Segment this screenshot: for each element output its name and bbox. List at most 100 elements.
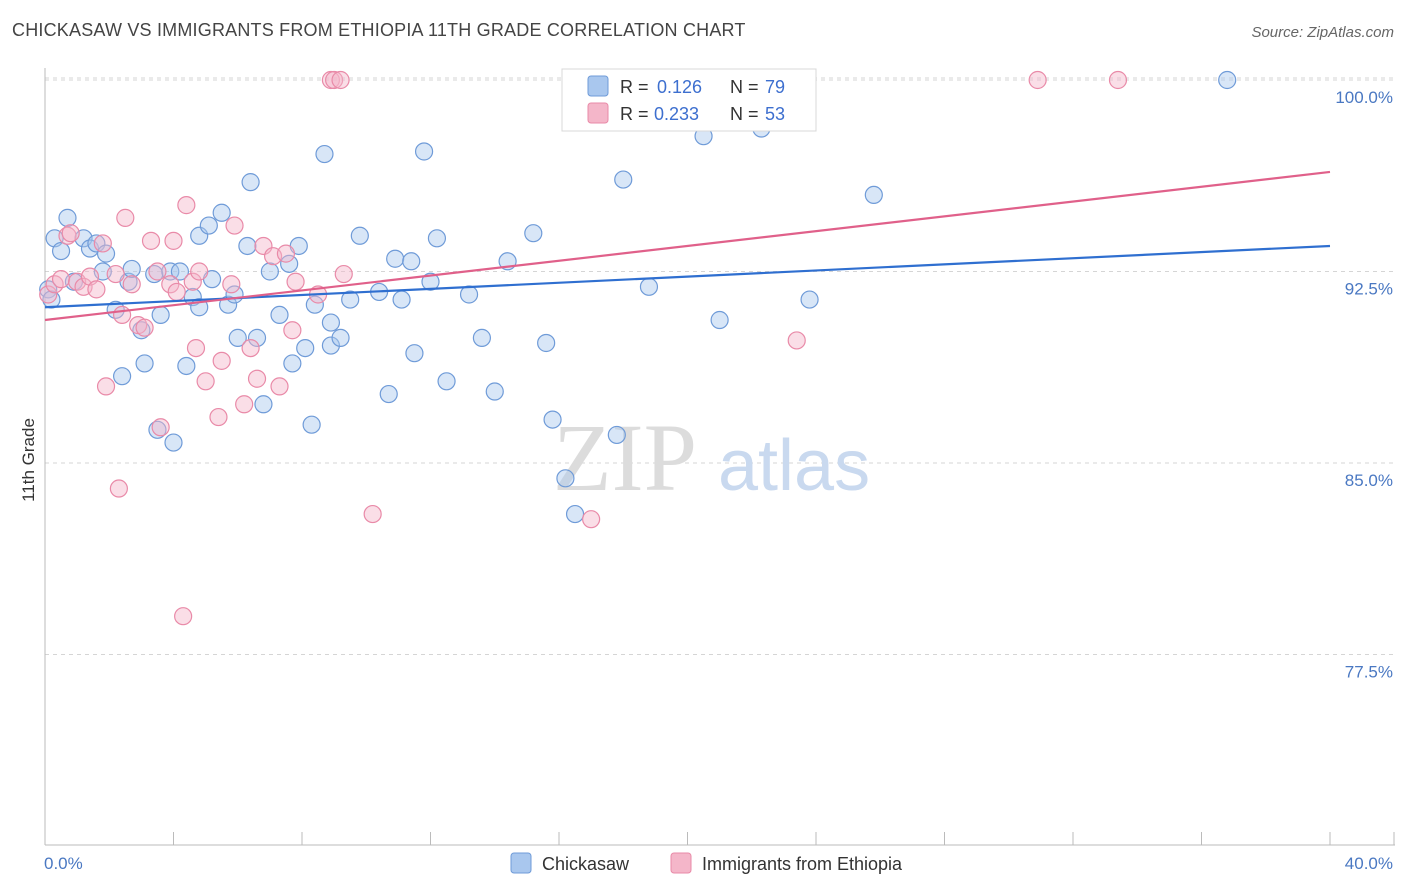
ethiopia-point	[58, 226, 77, 245]
chickasaw-point	[199, 216, 218, 235]
chickasaw-point	[331, 328, 350, 347]
ethiopia-points	[39, 70, 1128, 626]
chickasaw-point	[238, 236, 257, 256]
chickasaw-point	[379, 384, 398, 404]
watermark-atlas: atlas	[718, 426, 870, 506]
ethiopia-point	[331, 70, 350, 90]
bottom-legend-swatch-pink	[670, 852, 692, 874]
legend-swatch-pink	[587, 102, 609, 124]
ethiopia-point	[276, 244, 296, 263]
legend-n-label-1: N =	[730, 77, 759, 97]
chickasaw-point	[614, 170, 633, 189]
chickasaw-point	[402, 252, 421, 271]
gridlines	[45, 77, 1395, 655]
y-tick-label: 92.5%	[1345, 280, 1393, 299]
chickasaw-point	[350, 226, 369, 245]
ethiopia-point	[363, 504, 382, 524]
chickasaw-point	[414, 142, 434, 161]
ethiopia-point	[135, 318, 154, 337]
ethiopia-point	[787, 331, 806, 350]
y-axis-label: 11th Grade	[19, 418, 38, 502]
chickasaw-point	[421, 272, 440, 291]
bottom-legend-chickasaw: Chickasaw	[542, 854, 630, 874]
legend-n-value-1: 79	[765, 77, 785, 97]
ethiopia-point	[116, 208, 135, 227]
ethiopia-point	[283, 321, 302, 340]
chickasaw-point	[524, 224, 543, 243]
ethiopia-point	[225, 216, 244, 235]
chickasaw-point	[247, 328, 267, 347]
legend-r-label-1: R =	[620, 77, 649, 97]
chickasaw-point	[151, 305, 170, 325]
ethiopia-point	[141, 231, 161, 250]
legend-r-value-1: 0.126	[657, 77, 702, 97]
ethiopia-point	[222, 275, 241, 294]
chickasaw-point	[161, 262, 180, 281]
ethiopia-point	[112, 305, 132, 325]
chickasaw-point	[51, 241, 71, 261]
chickasaw-point	[164, 433, 183, 452]
ethiopia-point	[177, 196, 196, 215]
ethiopia-point	[96, 377, 116, 396]
bottom-legend: Chickasaw Immigrants from Ethiopia	[510, 852, 903, 874]
chickasaw-point	[864, 185, 883, 204]
ethiopia-point	[186, 339, 206, 358]
ethiopia-point	[61, 224, 80, 243]
ethiopia-point	[109, 479, 128, 498]
legend-box: R = 0.126 N = 79 R = 0.233 N = 53	[561, 68, 817, 132]
chickasaw-point	[58, 208, 77, 227]
ethiopia-point	[1108, 70, 1128, 90]
chickasaw-point	[96, 244, 116, 263]
chart-title: CHICKASAW VS IMMIGRANTS FROM ETHIOPIA 11…	[12, 20, 746, 40]
chickasaw-point	[341, 290, 360, 309]
y-tick-labels: 77.5% 85.0% 92.5% 100.0%	[1335, 88, 1393, 682]
ethiopia-point	[325, 70, 344, 90]
chickasaw-point	[302, 415, 321, 434]
ethiopia-point	[286, 272, 305, 291]
ethiopia-point	[167, 282, 186, 302]
ethiopia-point	[241, 339, 260, 358]
chickasaw-point	[260, 262, 279, 281]
legend-r-label-2: R =	[620, 104, 649, 124]
bottom-legend-ethiopia: Immigrants from Ethiopia	[702, 854, 903, 874]
chickasaw-point	[148, 420, 167, 439]
legend-swatch-blue	[587, 75, 609, 97]
ethiopia-point	[582, 510, 601, 529]
chickasaw-point	[132, 321, 151, 340]
source-label: Source: ZipAtlas.com	[1251, 24, 1394, 41]
x-tick-min: 0.0%	[44, 854, 83, 873]
chickasaw-point	[437, 372, 456, 391]
legend-r-value-2: 0.233	[654, 104, 699, 124]
ethiopia-point	[51, 270, 71, 289]
ethiopia-point	[87, 280, 106, 299]
chickasaw-point	[270, 305, 289, 325]
y-tick-label: 85.0%	[1345, 471, 1393, 490]
y-tick-label: 77.5%	[1345, 663, 1393, 682]
chickasaw-point	[1218, 70, 1237, 90]
watermark: ZIP atlas	[553, 404, 870, 511]
ethiopia-point	[209, 407, 228, 427]
chickasaw-point	[135, 354, 154, 373]
ethiopia-point	[1028, 70, 1047, 90]
chickasaw-point	[639, 277, 659, 296]
chickasaw-point	[283, 354, 302, 373]
bottom-legend-swatch-blue	[510, 852, 532, 874]
chickasaw-point	[321, 313, 341, 332]
chickasaw-point	[607, 425, 626, 445]
trend-lines	[44, 170, 1331, 322]
chickasaw-point	[296, 339, 315, 358]
chickasaw-point	[386, 249, 405, 268]
chickasaw-point	[254, 395, 273, 414]
ethiopia-point	[122, 275, 141, 294]
ethiopia-point	[106, 264, 125, 284]
ethiopia-point	[93, 234, 112, 253]
chickasaw-point	[427, 229, 447, 248]
chickasaw-point	[543, 410, 562, 429]
x-tick-max: 40.0%	[1345, 854, 1393, 873]
ethiopia-point	[196, 372, 215, 391]
chickasaw-point	[321, 336, 341, 355]
ethiopia-point	[270, 377, 289, 396]
chickasaw-point	[472, 328, 491, 347]
ethiopia-point	[164, 231, 183, 250]
